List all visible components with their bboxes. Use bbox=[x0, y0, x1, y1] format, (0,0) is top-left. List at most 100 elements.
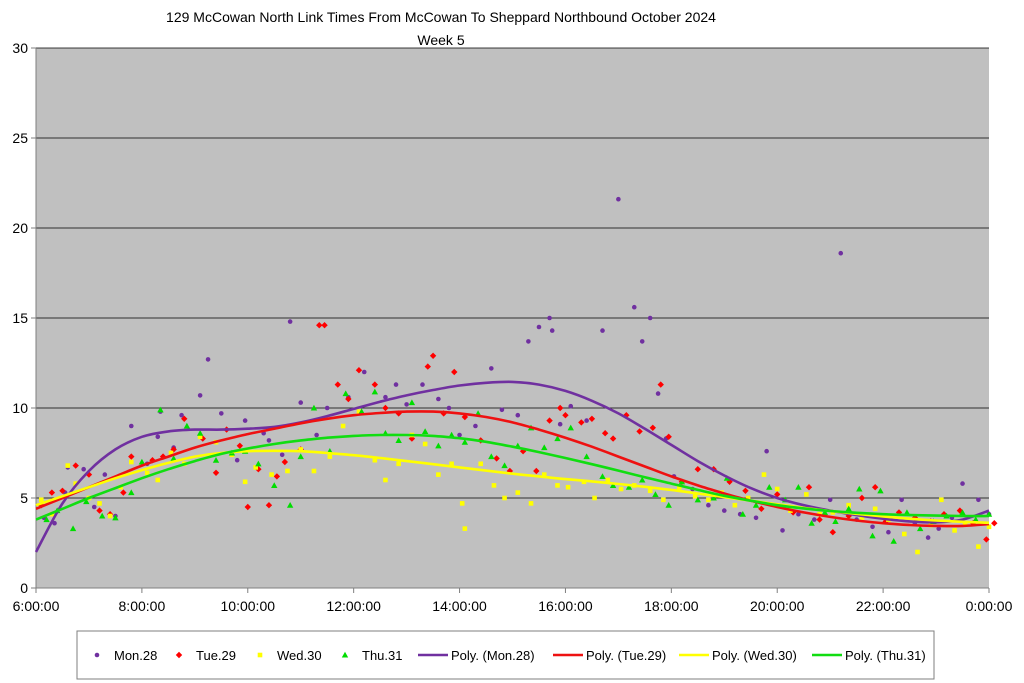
data-point bbox=[491, 483, 497, 488]
data-point bbox=[266, 438, 272, 443]
data-point bbox=[446, 405, 452, 411]
data-point bbox=[183, 422, 191, 429]
data-point bbox=[567, 424, 574, 431]
data-point bbox=[83, 498, 90, 505]
data-point bbox=[869, 532, 876, 539]
data-point bbox=[168, 450, 174, 456]
data-point bbox=[181, 415, 188, 422]
data-point bbox=[742, 487, 749, 494]
data-point bbox=[205, 357, 211, 362]
data-point bbox=[600, 328, 605, 333]
data-point bbox=[732, 502, 738, 508]
data-point bbox=[915, 549, 920, 555]
legend-item: Thu.31 bbox=[341, 648, 402, 663]
data-point bbox=[451, 368, 458, 376]
data-point bbox=[120, 489, 127, 496]
y-tick-label: 30 bbox=[12, 40, 28, 56]
data-point bbox=[265, 502, 273, 509]
data-point bbox=[858, 494, 866, 502]
data-point bbox=[816, 516, 823, 523]
data-point bbox=[129, 459, 134, 465]
y-tick-label: 15 bbox=[12, 310, 28, 326]
data-point bbox=[726, 478, 733, 485]
data-point bbox=[886, 529, 891, 535]
data-point bbox=[536, 324, 542, 330]
data-point bbox=[568, 403, 574, 409]
chart-subtitle: Week 5 bbox=[417, 32, 464, 48]
legend: Mon.28 Tue.29 Wed.30 Thu.31 Poly. (Mon.28) Po… bbox=[76, 630, 935, 680]
data-point bbox=[324, 405, 330, 411]
data-point bbox=[499, 407, 505, 413]
data-point bbox=[901, 531, 907, 537]
data-point bbox=[526, 339, 531, 344]
data-point bbox=[321, 322, 328, 329]
data-point bbox=[43, 516, 50, 523]
data-point bbox=[647, 315, 653, 321]
data-point bbox=[565, 484, 571, 490]
data-point bbox=[197, 393, 203, 398]
legend-label: Poly. (Wed.30) bbox=[712, 648, 797, 663]
x-tick-label: 8:00:00 bbox=[119, 598, 166, 614]
data-point bbox=[358, 408, 365, 415]
data-point bbox=[478, 461, 484, 467]
data-point bbox=[197, 434, 203, 440]
data-point bbox=[758, 505, 765, 512]
data-point bbox=[372, 457, 378, 463]
data-point bbox=[895, 509, 903, 516]
legend-item: Mon.28 bbox=[94, 648, 157, 663]
data-point bbox=[808, 520, 815, 526]
data-point bbox=[845, 505, 852, 512]
data-point bbox=[859, 515, 865, 521]
data-point bbox=[129, 423, 134, 429]
x-tick-label: 18:00:00 bbox=[644, 598, 699, 614]
data-point bbox=[311, 468, 317, 474]
data-point bbox=[502, 495, 507, 501]
data-point bbox=[314, 432, 319, 438]
data-point bbox=[393, 382, 399, 387]
data-point bbox=[436, 472, 441, 477]
data-point bbox=[371, 388, 379, 395]
data-point bbox=[342, 390, 349, 397]
data-point bbox=[555, 483, 560, 488]
data-point bbox=[616, 196, 621, 202]
data-point bbox=[170, 455, 177, 461]
chart-title: 129 McCowan North Link Times From McCowa… bbox=[166, 9, 716, 25]
data-point bbox=[655, 391, 661, 396]
data-point bbox=[98, 512, 106, 519]
data-point bbox=[706, 497, 711, 503]
data-point bbox=[429, 352, 437, 359]
data-point bbox=[631, 304, 637, 310]
data-point bbox=[972, 516, 979, 523]
data-point bbox=[665, 502, 672, 508]
data-point bbox=[804, 492, 809, 497]
data-point bbox=[959, 509, 966, 515]
data-point bbox=[52, 520, 57, 526]
y-tick-label: 20 bbox=[12, 220, 28, 236]
data-point bbox=[547, 315, 552, 321]
data-point bbox=[340, 423, 346, 429]
legend-box bbox=[76, 630, 935, 680]
data-point bbox=[976, 497, 981, 503]
data-point bbox=[899, 497, 904, 503]
data-point bbox=[541, 444, 548, 451]
data-point bbox=[489, 366, 494, 371]
data-point bbox=[72, 462, 79, 469]
data-point bbox=[916, 525, 924, 532]
data-point bbox=[383, 394, 388, 400]
data-point bbox=[846, 502, 851, 508]
data-point bbox=[107, 513, 113, 519]
data-point bbox=[488, 453, 495, 460]
grid-lines bbox=[36, 47, 989, 499]
data-point bbox=[310, 404, 318, 411]
data-point bbox=[255, 466, 262, 473]
data-point bbox=[838, 250, 844, 256]
data-point bbox=[138, 458, 146, 465]
data-point bbox=[371, 381, 379, 388]
data-point bbox=[562, 412, 569, 419]
data-point bbox=[253, 465, 259, 470]
data-point bbox=[395, 437, 402, 443]
data-point bbox=[665, 433, 672, 440]
legend-label: Poly. (Mon.28) bbox=[451, 648, 535, 663]
data-point bbox=[424, 363, 431, 370]
